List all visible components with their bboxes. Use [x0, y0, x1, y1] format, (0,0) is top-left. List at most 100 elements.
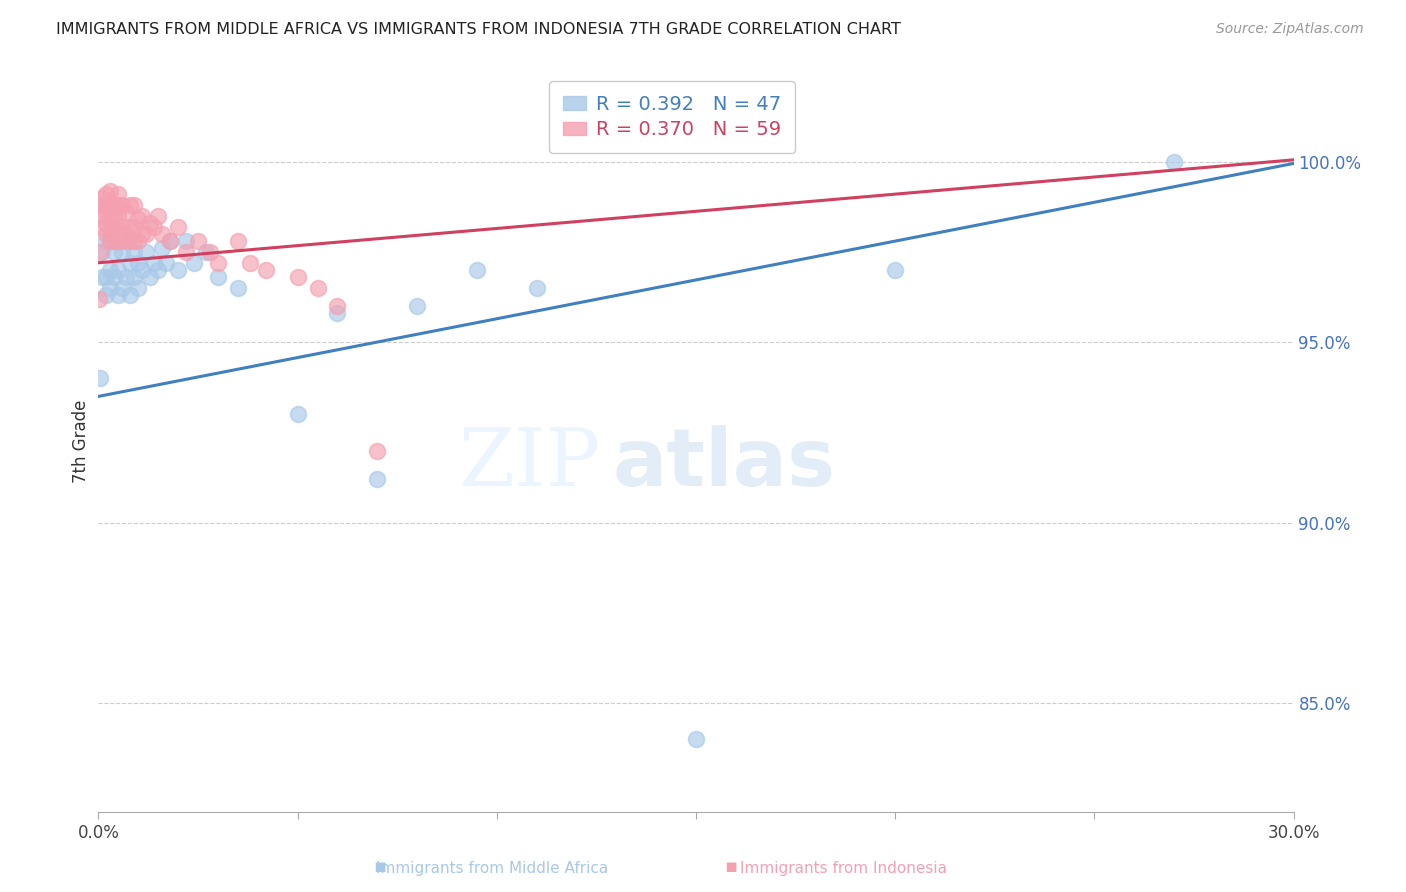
- Point: [159, 234, 181, 248]
- Point: [115, 270, 138, 285]
- Point: [96, 205, 118, 219]
- Point: [366, 473, 388, 487]
- Point: [96, 187, 118, 202]
- Point: [131, 227, 153, 241]
- Point: [91, 209, 114, 223]
- Point: [100, 263, 122, 277]
- Point: [207, 270, 229, 285]
- Point: [183, 256, 205, 270]
- Point: [124, 219, 146, 234]
- Point: [103, 234, 125, 248]
- Text: Immigrants from Indonesia: Immigrants from Indonesia: [740, 861, 948, 876]
- Point: [150, 227, 173, 241]
- Point: [115, 227, 138, 241]
- Point: [91, 270, 114, 285]
- Point: [198, 244, 221, 259]
- Point: [226, 234, 249, 248]
- Point: [107, 234, 129, 248]
- Point: [207, 256, 229, 270]
- Point: [91, 219, 114, 234]
- Point: [100, 281, 122, 295]
- Point: [103, 198, 125, 212]
- Point: [107, 198, 129, 212]
- Point: [526, 281, 548, 295]
- Text: atlas: atlas: [613, 425, 835, 503]
- Point: [100, 234, 122, 248]
- Point: [115, 205, 138, 219]
- Point: [89, 292, 111, 306]
- Point: [131, 209, 153, 223]
- Point: [124, 270, 146, 285]
- Point: [685, 732, 707, 747]
- Point: [103, 270, 125, 285]
- Point: [103, 244, 125, 259]
- Point: [100, 212, 122, 227]
- Point: [155, 256, 177, 270]
- Point: [174, 234, 197, 248]
- Point: [884, 263, 907, 277]
- Point: [307, 281, 329, 295]
- Point: [143, 256, 166, 270]
- Point: [100, 234, 122, 248]
- Point: [111, 219, 134, 234]
- Point: [148, 263, 170, 277]
- Point: [111, 244, 134, 259]
- Point: [127, 256, 149, 270]
- Point: [96, 234, 118, 248]
- Text: Immigrants from Middle Africa: Immigrants from Middle Africa: [375, 861, 609, 876]
- Point: [96, 288, 118, 302]
- Point: [103, 209, 125, 223]
- Point: [120, 198, 142, 212]
- Point: [167, 263, 190, 277]
- Point: [1163, 154, 1185, 169]
- Point: [326, 299, 349, 313]
- Point: [96, 216, 118, 230]
- Point: [139, 270, 162, 285]
- Point: [111, 198, 134, 212]
- Point: [120, 288, 142, 302]
- Point: [100, 223, 122, 237]
- Point: [150, 241, 173, 255]
- Point: [107, 288, 129, 302]
- Point: [195, 244, 218, 259]
- Point: [406, 299, 429, 313]
- Point: [103, 219, 125, 234]
- Point: [254, 263, 277, 277]
- Point: [100, 202, 122, 216]
- Point: [107, 223, 129, 237]
- Point: [239, 256, 262, 270]
- Point: [115, 234, 138, 248]
- Point: [465, 263, 488, 277]
- Point: [96, 227, 118, 241]
- Point: [124, 234, 146, 248]
- Point: [96, 198, 118, 212]
- Point: [326, 306, 349, 320]
- Legend: R = 0.392   N = 47, R = 0.370   N = 59: R = 0.392 N = 47, R = 0.370 N = 59: [550, 81, 794, 153]
- Point: [111, 281, 134, 295]
- Point: [127, 234, 149, 248]
- Text: ▪: ▪: [724, 857, 738, 876]
- Point: [120, 256, 142, 270]
- Point: [111, 234, 134, 248]
- Point: [159, 234, 181, 248]
- Point: [187, 234, 209, 248]
- Point: [127, 281, 149, 295]
- Text: IMMIGRANTS FROM MIDDLE AFRICA VS IMMIGRANTS FROM INDONESIA 7TH GRADE CORRELATION: IMMIGRANTS FROM MIDDLE AFRICA VS IMMIGRA…: [56, 22, 901, 37]
- Text: Source: ZipAtlas.com: Source: ZipAtlas.com: [1216, 22, 1364, 37]
- Point: [167, 219, 190, 234]
- Point: [91, 191, 114, 205]
- Point: [148, 209, 170, 223]
- Point: [287, 270, 309, 285]
- Y-axis label: 7th Grade: 7th Grade: [72, 400, 90, 483]
- Text: ZIP: ZIP: [458, 425, 600, 503]
- Point: [100, 194, 122, 209]
- Point: [89, 244, 111, 259]
- Point: [96, 270, 118, 285]
- Point: [131, 263, 153, 277]
- Point: [174, 244, 197, 259]
- Point: [100, 184, 122, 198]
- Point: [366, 443, 388, 458]
- Point: [91, 244, 114, 259]
- Point: [91, 198, 114, 212]
- Point: [143, 219, 166, 234]
